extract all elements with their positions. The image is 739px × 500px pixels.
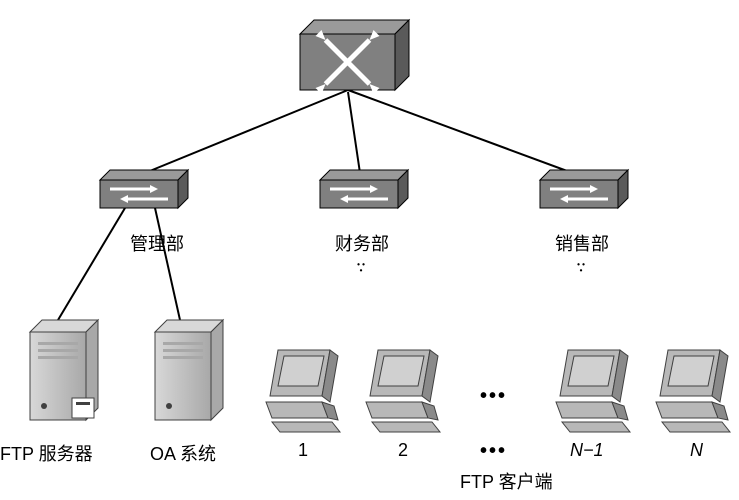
label-oa: OA 系统	[150, 440, 216, 466]
diagram-stage: 管理部财务部销售部• • •• • •FTP 服务器OA 系统12N−1N•••…	[0, 0, 739, 500]
label-fin: 财务部	[335, 230, 389, 256]
pc-label: N−1	[570, 440, 604, 461]
label-ftp: FTP 服务器	[0, 440, 93, 466]
footer-label: FTP 客户端	[460, 468, 553, 494]
pc-label: 2	[398, 440, 408, 461]
label-mgmt: 管理部	[130, 230, 184, 256]
pc-label: N	[690, 440, 703, 461]
label-sales: 销售部	[555, 230, 609, 256]
pc-label: 1	[298, 440, 308, 461]
